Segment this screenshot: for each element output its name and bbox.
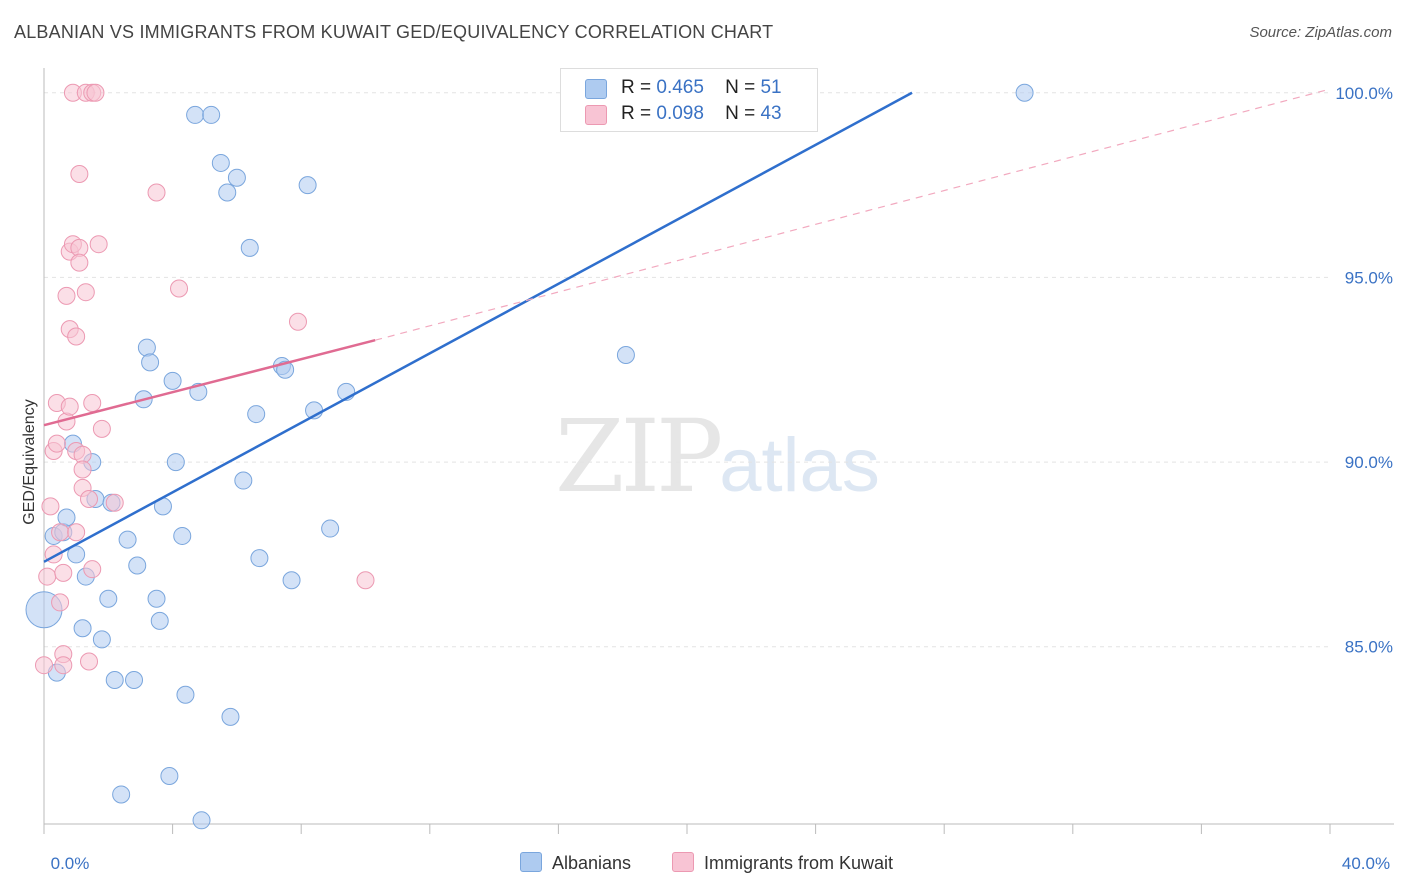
legend-text-kuwait: R = 0.098 N = 43 [621, 103, 782, 125]
x-tick-label: 0.0% [51, 854, 90, 873]
data-point-albanians [105, 670, 124, 689]
data-point-albanians [321, 519, 340, 538]
correlation-legend: R = 0.465 N = 51 R = 0.098 N = 43 [560, 68, 818, 132]
data-point-albanians [99, 589, 118, 608]
legend-n-value: 51 [760, 77, 782, 98]
data-point-albanians [160, 766, 179, 785]
data-point-kuwait [67, 327, 86, 346]
data-point-kuwait [288, 312, 307, 331]
data-point-kuwait [170, 279, 189, 298]
legend-r-label: R = [621, 77, 652, 98]
data-point-albanians [118, 530, 137, 549]
data-point-albanians [221, 707, 240, 726]
data-point-kuwait [80, 652, 99, 671]
data-point-albanians [234, 471, 253, 490]
data-point-albanians [128, 556, 147, 575]
data-point-albanians [247, 405, 266, 424]
y-tick-label: 85.0% [1345, 638, 1393, 657]
data-point-kuwait [83, 393, 102, 412]
data-point-albanians [240, 238, 259, 257]
data-point-albanians [147, 589, 166, 608]
data-point-albanians [173, 526, 192, 545]
data-point-kuwait [356, 571, 375, 590]
data-point-kuwait [83, 560, 102, 579]
y-axis-label: GED/Equivalency [21, 399, 38, 525]
data-point-albanians [92, 630, 111, 649]
data-point-albanians [112, 785, 131, 804]
source-label: Source: ZipAtlas.com [1249, 24, 1392, 41]
data-point-kuwait [51, 523, 70, 542]
data-point-kuwait [67, 523, 86, 542]
data-point-albanians [282, 571, 301, 590]
data-point-kuwait [41, 497, 60, 516]
bottom-legend-label: Albanians [552, 853, 632, 873]
data-point-kuwait [76, 283, 95, 302]
legend-swatch-albanians [585, 79, 607, 99]
data-point-albanians [218, 183, 237, 202]
data-point-albanians [227, 168, 246, 187]
trendline-albanians [43, 91, 913, 563]
data-point-kuwait [47, 434, 66, 453]
legend-n-value: 43 [760, 103, 782, 124]
data-point-kuwait [92, 419, 111, 438]
data-point-albanians [250, 549, 269, 568]
data-point-kuwait [105, 493, 124, 512]
data-point-albanians [67, 545, 86, 564]
data-point-kuwait [35, 656, 53, 675]
data-point-albanians [211, 153, 230, 172]
x-tick-label: 40.0% [1342, 854, 1390, 873]
bottom-legend-kuwait: Immigrants from Kuwait [672, 852, 893, 874]
legend-swatch-kuwait [585, 105, 607, 125]
trendline-kuwait [43, 338, 376, 427]
data-point-albanians [616, 345, 635, 364]
legend-r-value: 0.465 [656, 77, 704, 98]
bottom-legend-swatch-albanians [520, 852, 542, 872]
data-point-albanians [150, 611, 169, 630]
data-point-albanians [137, 338, 156, 357]
bottom-legend-label: Immigrants from Kuwait [704, 853, 894, 873]
data-point-albanians [163, 371, 182, 390]
trendline-kuwait-extension [374, 88, 1331, 341]
data-point-albanians [141, 353, 160, 372]
data-point-albanians [1015, 83, 1034, 102]
legend-r-value: 0.098 [656, 103, 704, 124]
data-point-kuwait [86, 83, 105, 102]
data-point-kuwait [147, 183, 166, 202]
data-point-kuwait [73, 460, 92, 479]
data-point-albanians [202, 105, 221, 124]
bottom-legend-albanians: Albanians [520, 852, 631, 874]
data-point-kuwait [60, 397, 79, 416]
y-tick-label: 100.0% [1335, 84, 1393, 103]
legend-r-label: R = [621, 103, 652, 124]
y-tick-label: 90.0% [1345, 453, 1393, 472]
data-point-kuwait [54, 656, 73, 675]
data-point-albanians [166, 453, 185, 472]
legend-n-label: N = [725, 77, 756, 98]
data-point-kuwait [80, 490, 99, 509]
data-point-albanians [298, 176, 317, 195]
legend-n-label: N = [725, 103, 756, 124]
data-point-albanians [125, 670, 144, 689]
data-point-albanians [186, 105, 205, 124]
bottom-legend-swatch-kuwait [672, 852, 694, 872]
data-point-albanians [176, 685, 195, 704]
data-point-kuwait [70, 165, 89, 184]
data-point-albanians [192, 811, 211, 830]
data-point-kuwait [70, 253, 89, 272]
y-tick-label: 95.0% [1345, 268, 1393, 287]
data-point-kuwait [38, 567, 57, 586]
legend-text-albanians: R = 0.465 N = 51 [621, 77, 782, 99]
data-point-kuwait [57, 286, 76, 305]
data-point-kuwait [51, 593, 70, 612]
data-point-albanians [73, 619, 92, 638]
data-point-kuwait [54, 563, 73, 582]
data-point-kuwait [89, 235, 108, 254]
chart-title: ALBANIAN VS IMMIGRANTS FROM KUWAIT GED/E… [14, 22, 774, 42]
